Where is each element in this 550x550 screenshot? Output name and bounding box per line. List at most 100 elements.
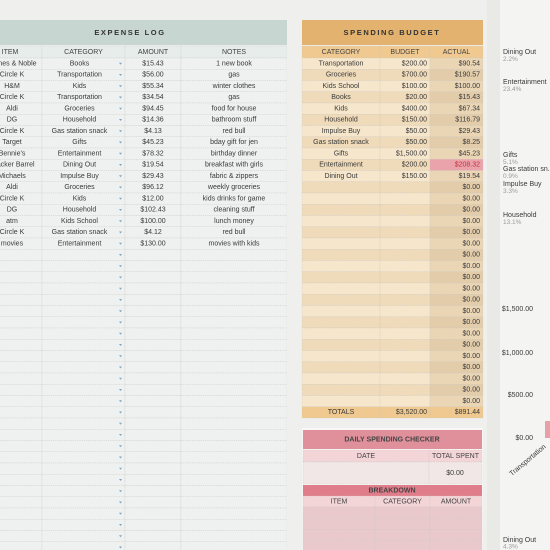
cell: [0, 125, 43, 137]
pie-label: Entertainment: [503, 79, 547, 86]
dropdown-arrow: [119, 119, 122, 122]
dropdown-arrow: [119, 422, 122, 425]
cell-text: $0.00: [462, 364, 480, 371]
pie-percent: 13.1%: [503, 219, 522, 226]
cell: [180, 451, 287, 464]
cell-text: $34.54: [142, 94, 164, 101]
cell-text: Target: [2, 139, 22, 146]
cell: [41, 485, 126, 497]
dropdown-arrow: [119, 152, 122, 155]
expense-log: EXPENSE LOG ITEM CATEGORY AMOUNT NOTES Barnes…: [0, 20, 287, 550]
cell: [124, 485, 182, 497]
cell-text: Groceries: [64, 184, 95, 191]
cell-text: $0.00: [462, 184, 480, 191]
cell: [124, 249, 182, 261]
cell: [124, 417, 182, 430]
cell-text: $400.00: [402, 105, 427, 112]
breakdown-bar: [303, 485, 482, 496]
cell-text: Gifts: [334, 150, 349, 157]
cell: [0, 91, 43, 104]
pie-percent: 5.1%: [503, 159, 518, 166]
cell-text: $50.00: [406, 139, 428, 146]
cell: [379, 271, 431, 284]
cell: [124, 440, 182, 452]
cell: [0, 372, 43, 385]
bar: [545, 421, 550, 438]
cell: [41, 384, 126, 396]
cell: [0, 384, 43, 396]
cell-text: $0.00: [462, 195, 480, 202]
cell: [301, 237, 381, 250]
cell: [0, 215, 43, 227]
dropdown-arrow: [119, 141, 122, 144]
cell-text: $0.00: [462, 263, 480, 270]
cell-text: $116.79: [455, 117, 480, 124]
cell: [0, 159, 43, 171]
cell-text: $0.00: [462, 207, 480, 214]
cell-text: $94.45: [142, 105, 164, 112]
cell: [180, 327, 287, 340]
cell-text: Gas station snack: [52, 229, 108, 236]
cell-text: $4.12: [144, 229, 162, 236]
dropdown-arrow: [119, 546, 122, 549]
cell: [0, 305, 43, 317]
cell-text: $67.34: [459, 105, 481, 112]
cell-text: Kids: [73, 195, 87, 202]
cell: [379, 316, 431, 329]
dropdown-arrow: [119, 434, 122, 437]
cell: [41, 372, 126, 385]
cell-text: Kids: [73, 83, 87, 90]
cell: [302, 461, 430, 485]
column-header: CATEGORY: [383, 498, 422, 505]
cell-text: Gifts: [72, 139, 87, 146]
cell-text: $200.00: [402, 60, 427, 67]
cell-text: Books: [331, 94, 351, 101]
cell-text: $0.00: [462, 353, 480, 360]
cell: [301, 305, 381, 317]
cell: [124, 271, 182, 284]
dropdown-arrow: [119, 501, 122, 504]
cell: [0, 316, 43, 329]
cell: [180, 530, 287, 542]
cell: [41, 530, 126, 542]
totals-text: $891.44: [455, 409, 480, 416]
axis-label: $1,500.00: [502, 306, 533, 313]
cell: [301, 282, 381, 295]
cell: [379, 237, 431, 250]
cell-text: $15.43: [142, 60, 164, 67]
cell: [428, 449, 483, 463]
cell-text: $100.00: [140, 218, 165, 225]
column-header: CATEGORY: [322, 49, 361, 56]
cell: [180, 429, 287, 441]
cell: [374, 518, 431, 530]
cell: [301, 350, 381, 362]
cell: [301, 181, 381, 194]
cell: [180, 384, 287, 396]
cell: [0, 440, 43, 452]
cell: [41, 474, 126, 486]
cell: [429, 406, 484, 419]
cell-text: $29.43: [142, 173, 164, 180]
cell-text: 1 new book: [216, 60, 252, 67]
column-header: DATE: [357, 453, 375, 460]
dropdown-arrow: [119, 254, 122, 257]
cell-text: $12.00: [142, 195, 164, 202]
column-header: ITEM: [331, 498, 348, 505]
cell: [180, 417, 287, 430]
cell: [302, 518, 376, 530]
cell: [41, 282, 126, 295]
pie-percent: 23.4%: [503, 86, 522, 93]
cell-text: weekly groceries: [207, 184, 261, 191]
cell-text: gas: [228, 72, 240, 79]
pie-percent: 3.3%: [503, 188, 518, 195]
dropdown-arrow: [119, 479, 122, 482]
cell-text: $56.00: [142, 72, 164, 79]
cell-text: Kids School: [323, 83, 360, 90]
cell: [0, 519, 43, 531]
dropdown-arrow: [119, 175, 122, 178]
cell: [124, 451, 182, 464]
cell: [0, 474, 43, 486]
cell-text: $0.00: [462, 342, 480, 349]
pie-percent: 4.3%: [503, 544, 518, 550]
